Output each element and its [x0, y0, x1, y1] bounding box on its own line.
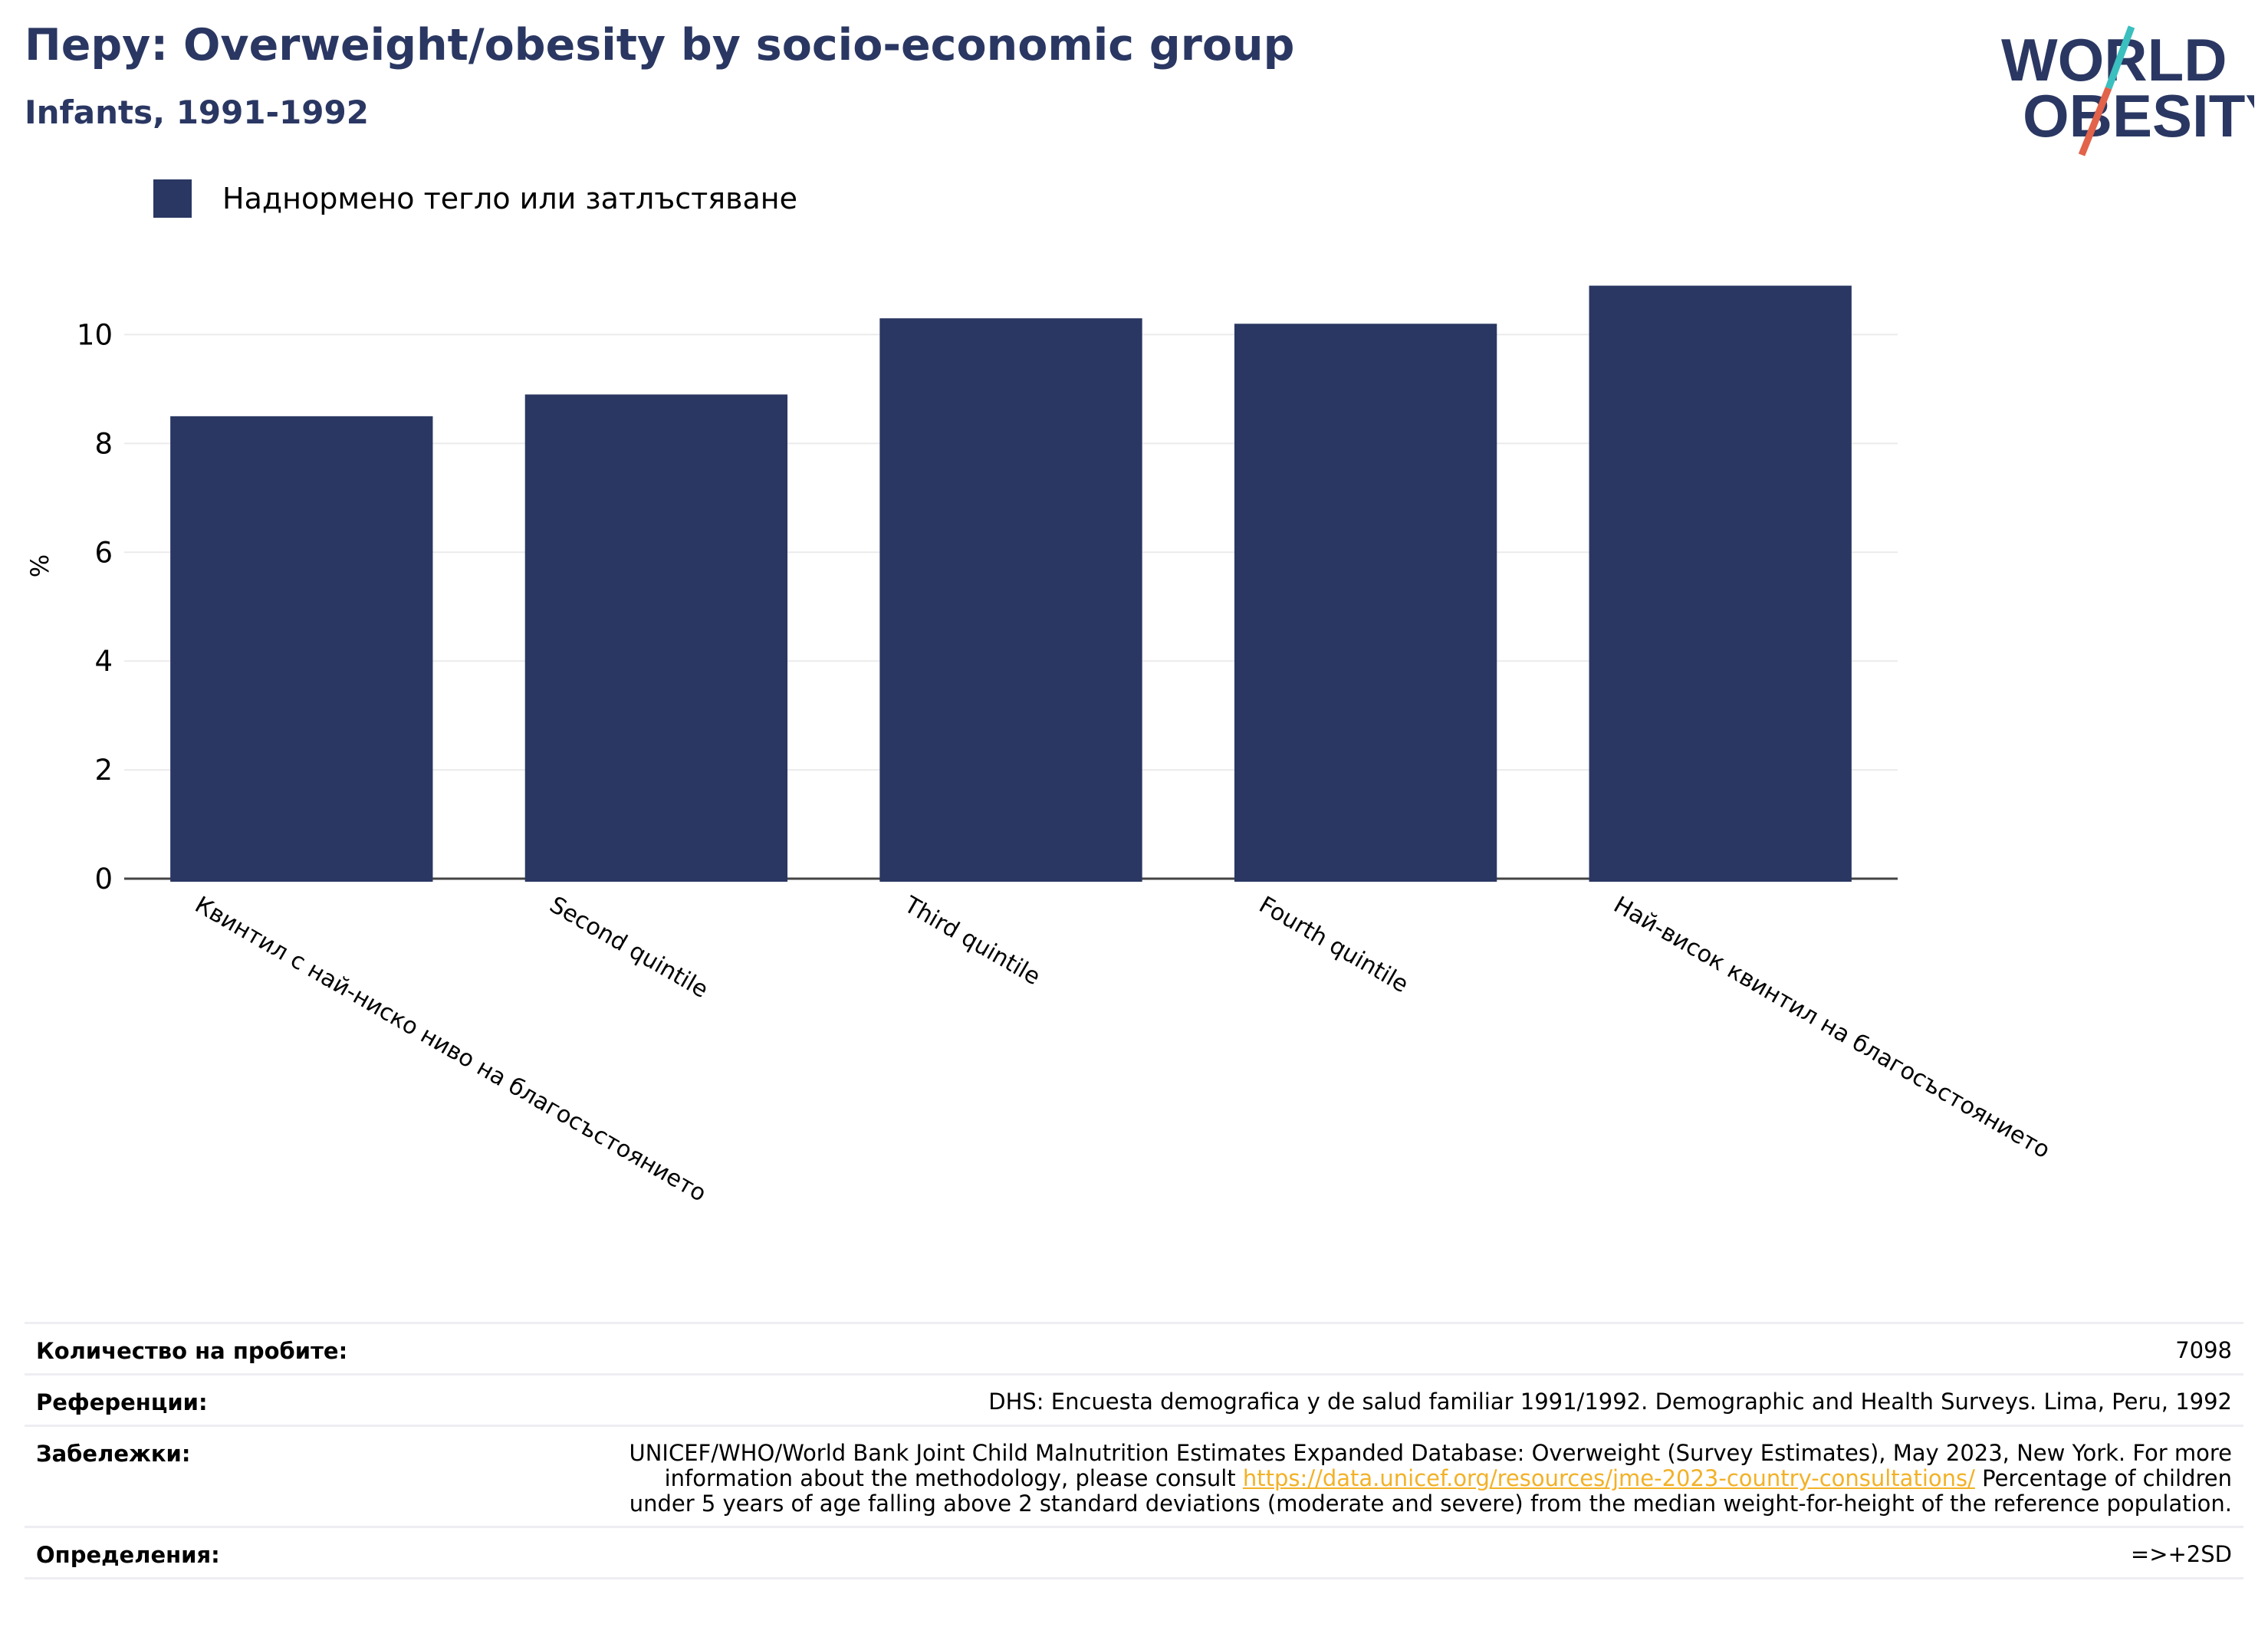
- footer-row-sample-size: Количество на пробите: 7098: [25, 1322, 2243, 1373]
- y-tick-label: 0: [94, 863, 113, 896]
- y-axis-label: %: [25, 554, 54, 577]
- bar: [879, 318, 1142, 882]
- notes-text-after: Percentage of children under 5 years of …: [629, 1465, 2232, 1517]
- bar-chart: 0 2 4 6 8 10 Квинтил с най-ниско ниво на благ…: [25, 285, 2055, 1208]
- y-tick-labels: 0 2 4 6 8 10: [77, 318, 113, 896]
- legend-label: Наднормено тегло или затлъстяване: [222, 182, 797, 215]
- legend[interactable]: Наднормено тегло или затлъстяване: [153, 179, 797, 218]
- y-tick-label: 4: [94, 645, 113, 678]
- logo-slash-top: [2105, 25, 2135, 90]
- world-obesity-logo: WORLD OBESITY: [2001, 25, 2254, 156]
- bars: [170, 285, 1852, 882]
- footer-label: Количество на пробите:: [36, 1338, 348, 1364]
- footer-label: Референции:: [36, 1389, 208, 1415]
- x-tick-label: Най-висок квинтил на благосъстоянието: [1609, 892, 2055, 1165]
- x-tick-labels: Квинтил с най-ниско ниво на благосъстоян…: [190, 891, 2054, 1208]
- logo-line2: OBESITY: [2023, 82, 2254, 150]
- bar: [524, 394, 788, 882]
- y-tick-label: 10: [77, 318, 113, 351]
- footer-value: DHS: Encuesta demografica y de salud fam…: [988, 1389, 2232, 1415]
- chart-subtitle: Infants, 1991-1992: [25, 94, 369, 131]
- bar: [170, 416, 433, 882]
- y-tick-label: 2: [94, 754, 113, 787]
- chart-title: Перу: Overweight/obesity by socio-econom…: [25, 20, 1295, 71]
- bar: [1589, 285, 1852, 882]
- footer-row-references: Референции: DHS: Encuesta demografica y …: [25, 1373, 2243, 1425]
- legend-swatch: [153, 179, 192, 218]
- footer-row-definitions: Определения: =>+2SD: [25, 1526, 2243, 1579]
- footer-value: UNICEF/WHO/World Bank Joint Child Malnut…: [606, 1441, 2232, 1517]
- bar: [1234, 324, 1497, 882]
- methodology-link[interactable]: https://data.unicef.org/resources/jme-20…: [1242, 1465, 1975, 1491]
- y-tick-label: 8: [94, 427, 113, 460]
- x-tick-label: Second quintile: [545, 892, 713, 1004]
- footer-label: Забележки:: [36, 1441, 191, 1467]
- y-tick-label: 6: [94, 536, 113, 569]
- footer-row-notes: Забележки: UNICEF/WHO/World Bank Joint C…: [25, 1425, 2243, 1526]
- footer-table: Количество на пробите: 7098 Референции: …: [25, 1322, 2243, 1579]
- logo-slash-bottom: [2078, 87, 2112, 156]
- footer-value: 7098: [2175, 1337, 2232, 1363]
- notes-text-before: UNICEF/WHO/World Bank Joint Child Malnut…: [629, 1440, 2232, 1491]
- footer-value: =>+2SD: [2130, 1541, 2232, 1567]
- x-tick-label: Fourth quintile: [1254, 892, 1413, 999]
- footer-label: Определения:: [36, 1542, 220, 1568]
- x-tick-label: Third quintile: [899, 891, 1044, 991]
